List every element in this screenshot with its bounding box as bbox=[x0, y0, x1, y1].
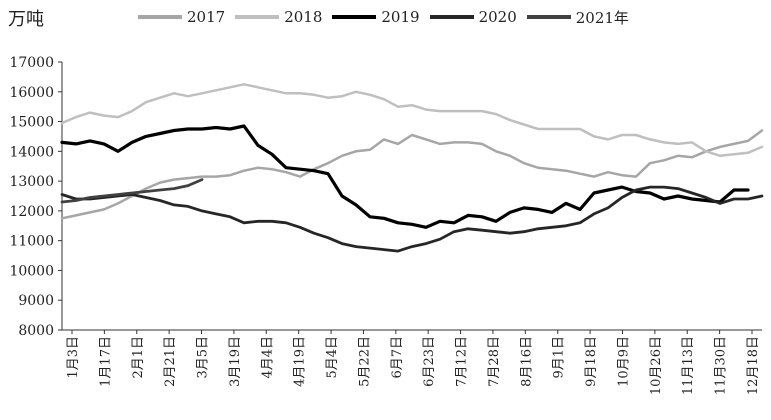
series-line-2018 bbox=[60, 83, 764, 158]
x-tick-label: 9月1日 bbox=[552, 336, 567, 379]
x-tick-label: 6月23日 bbox=[422, 336, 437, 387]
y-tick-label: 14000 bbox=[9, 144, 54, 160]
y-tick-label: 15000 bbox=[9, 115, 54, 131]
legend-label-2018: 2018 bbox=[284, 8, 323, 26]
x-tick-label: 7月28日 bbox=[487, 336, 502, 387]
x-tick-label: 9月18日 bbox=[584, 336, 599, 387]
x-tick-label: 1月3日 bbox=[66, 336, 81, 379]
x-tick-label: 10月9日 bbox=[616, 336, 631, 387]
y-tick-label: 17000 bbox=[9, 55, 54, 71]
x-tick-label: 2月1日 bbox=[131, 336, 146, 379]
y-tick-label: 13000 bbox=[9, 174, 54, 190]
y-tick-label: 9000 bbox=[18, 293, 54, 309]
x-tick-label: 12月18日 bbox=[746, 336, 761, 395]
x-tick-label: 3月19日 bbox=[228, 336, 243, 387]
y-tick-label: 12000 bbox=[9, 204, 54, 220]
legend-label-2021: 2021年 bbox=[575, 8, 629, 27]
x-tick-label: 10月26日 bbox=[649, 336, 664, 395]
x-tick-label: 11月13日 bbox=[681, 336, 696, 395]
y-axis-unit-label: 万吨 bbox=[8, 9, 44, 30]
legend-label-2017: 2017 bbox=[187, 8, 226, 26]
y-tick-label: 10000 bbox=[9, 263, 54, 279]
legend-item-2017: 2017 bbox=[138, 8, 225, 26]
series-line-2021 bbox=[60, 178, 204, 204]
x-tick-label: 11月30日 bbox=[714, 336, 729, 395]
x-tick-label: 5月22日 bbox=[357, 336, 372, 387]
y-tick-label: 16000 bbox=[9, 85, 54, 101]
legend-swatch-2018 bbox=[235, 15, 280, 19]
legend-item-2021: 2021年 bbox=[526, 7, 629, 28]
x-tick-label: 4月19日 bbox=[293, 336, 308, 387]
legend: 2017 2018 2019 2020 2021年 bbox=[138, 6, 639, 28]
legend-label-2020: 2020 bbox=[478, 8, 517, 26]
series-line-2017 bbox=[60, 129, 764, 220]
legend-swatch-2019 bbox=[332, 15, 377, 19]
legend-label-2019: 2019 bbox=[381, 8, 420, 26]
x-tick-label: 6月7日 bbox=[390, 336, 405, 379]
legend-item-2020: 2020 bbox=[429, 8, 517, 26]
x-tick-label: 5月4日 bbox=[325, 336, 340, 379]
y-tick-label: 8000 bbox=[18, 323, 54, 339]
x-tick-label: 8月16日 bbox=[519, 336, 534, 387]
legend-swatch-2021 bbox=[526, 15, 571, 19]
x-tick-label: 2月21日 bbox=[163, 336, 178, 387]
x-tick-label: 7月12日 bbox=[455, 336, 470, 387]
legend-swatch-2020 bbox=[429, 15, 474, 19]
x-tick-label: 4月4日 bbox=[260, 336, 275, 379]
y-tick-label: 11000 bbox=[9, 234, 54, 250]
x-tick-label: 3月5日 bbox=[196, 336, 211, 379]
legend-swatch-2017 bbox=[138, 15, 182, 19]
series-line-2019 bbox=[60, 124, 750, 229]
series-line-2020 bbox=[60, 185, 764, 253]
x-tick-label: 1月17日 bbox=[98, 336, 113, 387]
legend-item-2019: 2019 bbox=[332, 8, 420, 26]
legend-item-2018: 2018 bbox=[235, 8, 322, 26]
